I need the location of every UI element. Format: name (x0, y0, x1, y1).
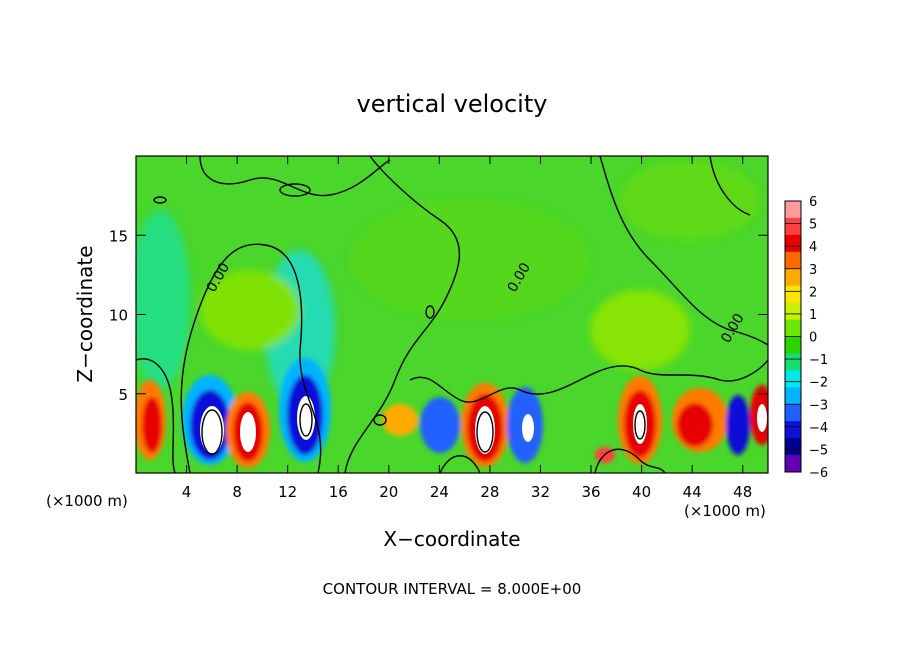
colorbar-swatch (785, 319, 801, 337)
colorbar-swatch (785, 234, 801, 253)
colorbar-swatch (785, 251, 801, 270)
x-axis-title: X−coordinate (383, 527, 520, 551)
x-axis-ticks: 4 8 12 16 20 24 28 32 36 40 44 48 (182, 156, 752, 501)
colorbar-swatch (785, 336, 801, 354)
contour-interval-note: CONTOUR INTERVAL = 8.000E+00 (323, 580, 582, 598)
colorbar-level-label: −6 (809, 466, 828, 481)
heatmap-field (136, 156, 768, 473)
x-unit-label-right: (×1000 m) (684, 502, 766, 520)
x-tick-label: 24 (430, 483, 449, 501)
colorbar-swatch (785, 302, 801, 321)
colorbar-swatch (785, 421, 801, 439)
colorbar-swatch (785, 268, 801, 287)
x-tick-label: 28 (480, 483, 499, 501)
colorbar-swatch (785, 201, 801, 219)
colorbar-swatch (785, 455, 801, 473)
y-axis-title: Z−coordinate (73, 245, 97, 382)
x-tick-label: 36 (581, 483, 600, 501)
colorbar-level-label: −2 (809, 376, 828, 391)
colorbar-swatch (785, 387, 801, 405)
x-tick-label: 12 (278, 483, 297, 501)
colorbar-swatch (785, 285, 801, 304)
colorbar-swatch (785, 217, 801, 236)
y-tick-label: 10 (109, 307, 128, 325)
x-tick-label: 20 (379, 483, 398, 501)
colorbar-level-label: 4 (809, 240, 817, 255)
x-tick-label: 4 (182, 483, 192, 501)
x-tick-label: 48 (733, 483, 752, 501)
x-unit-label-left: (×1000 m) (46, 492, 128, 510)
colorbar-swatch (785, 370, 801, 388)
x-tick-label: 8 (232, 483, 242, 501)
y-axis-ticks: 5 10 15 (109, 227, 768, 404)
colorbar-level-label: −1 (809, 353, 828, 368)
colorbar-level-label: 2 (809, 285, 817, 300)
chart-title: vertical velocity (357, 90, 548, 118)
colorbar-level-label: −5 (809, 443, 828, 458)
y-tick-label: 5 (118, 386, 128, 404)
x-tick-label: 32 (531, 483, 550, 501)
colorbar-level-label: −3 (809, 398, 828, 413)
x-tick-label: 16 (329, 483, 348, 501)
y-tick-label: 15 (109, 227, 128, 245)
colorbar-level-label: −4 (809, 421, 828, 436)
colorbar-swatch (785, 404, 801, 422)
x-tick-label: 44 (683, 483, 702, 501)
colorbar: 6 5 4 3 2 1 0 −1 −2 −3 −4 −5 −6 (784, 195, 828, 481)
colorbar-level-label: 5 (809, 218, 817, 233)
colorbar-swatch (785, 438, 801, 456)
x-tick-label: 40 (632, 483, 651, 501)
colorbar-swatch (785, 353, 801, 371)
colorbar-level-label: 3 (809, 263, 817, 278)
colorbar-level-label: 6 (809, 195, 817, 210)
colorbar-level-label: 0 (809, 331, 817, 346)
colorbar-level-label: 1 (809, 308, 817, 323)
